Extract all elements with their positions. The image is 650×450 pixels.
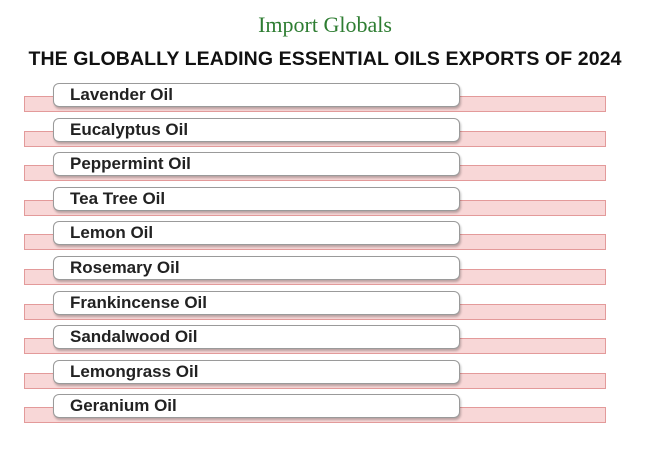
list-item: Peppermint Oil <box>53 152 460 177</box>
item-label: Lemon Oil <box>70 223 154 243</box>
item-label: Lavender Oil <box>70 85 173 104</box>
list-item: Lavender Oil <box>53 83 460 107</box>
item-label: Geranium Oil <box>70 396 177 416</box>
item-label: Tea Tree Oil <box>70 188 166 208</box>
item-label: Peppermint Oil <box>70 154 191 174</box>
list-item: Geranium Oil <box>53 394 460 419</box>
brand-logo: Import Globals <box>258 12 392 37</box>
item-label: Sandalwood Oil <box>70 327 198 347</box>
item-label: Frankincense Oil <box>70 292 207 312</box>
list-item: Lemon Oil <box>53 221 460 246</box>
item-label: Lemongrass Oil <box>70 361 199 381</box>
list-item: Tea Tree Oil <box>53 186 460 211</box>
list-item: Rosemary Oil <box>53 256 460 280</box>
list-item: Frankincense Oil <box>53 290 460 315</box>
item-label: Rosemary Oil <box>70 258 180 277</box>
title: THE GLOBALLY LEADING ESSENTIAL OILS EXPO… <box>28 48 622 70</box>
list-item: Sandalwood Oil <box>53 325 460 350</box>
list-item: Eucalyptus Oil <box>53 117 460 142</box>
list-item: Lemongrass Oil <box>53 359 460 384</box>
item-label: Eucalyptus Oil <box>70 119 189 139</box>
